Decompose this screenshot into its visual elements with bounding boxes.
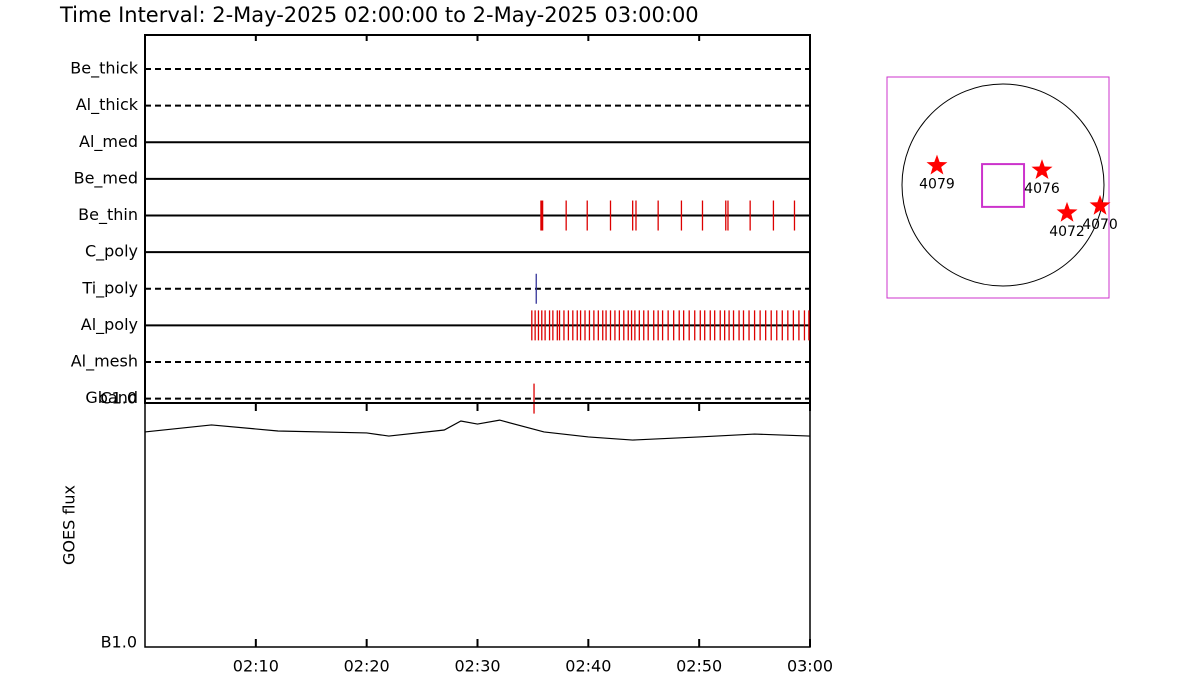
row-label: Al_med: [79, 132, 138, 152]
row-label: Be_med: [74, 168, 138, 188]
solar-disk: [901, 83, 1105, 287]
x-tick-label: 02:40: [565, 657, 611, 676]
region-label: 4076: [1024, 181, 1060, 197]
panel-frame: [144, 34, 811, 404]
row-label: Al_poly: [81, 315, 138, 335]
region-label: 4072: [1049, 224, 1085, 240]
fov-box: [981, 163, 1026, 208]
row-label: Al_mesh: [71, 351, 138, 371]
panel-frame: [144, 402, 811, 648]
goes-line: [144, 419, 811, 441]
row-label: C_poly: [85, 242, 138, 262]
x-tick-label: 03:00: [787, 657, 833, 676]
row-label: Gband: [85, 388, 138, 407]
region-label: 4070: [1082, 217, 1118, 233]
x-tick-label: 02:30: [454, 657, 500, 676]
region-star: [1089, 194, 1111, 215]
row-label: Al_thick: [76, 95, 139, 115]
region-star: [1056, 201, 1078, 222]
region-star: [1031, 159, 1053, 179]
y-axis-label: GOES flux: [60, 485, 79, 565]
row-label: Be_thin: [78, 205, 138, 225]
region-star: [926, 154, 948, 175]
row-label: Ti_poly: [81, 278, 138, 298]
x-tick-label: 02:20: [344, 657, 390, 676]
x-tick-label: 02:10: [233, 657, 279, 676]
row-label: Be_thick: [70, 59, 138, 79]
chart-title: Time Interval: 2-May-2025 02:00:00 to 2-…: [59, 3, 699, 27]
x-tick-label: 02:50: [676, 657, 722, 676]
y-tick-label: C1.0: [100, 389, 137, 408]
y-tick-label: B1.0: [101, 633, 137, 652]
region-label: 4079: [919, 177, 955, 193]
map-frame: [886, 76, 1110, 299]
